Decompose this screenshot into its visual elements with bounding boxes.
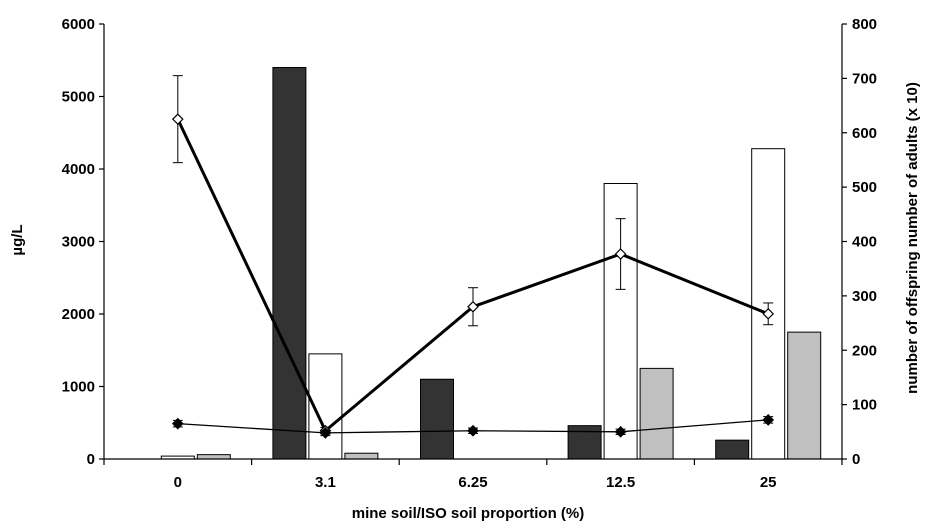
bar-series-3-12.5: [639, 367, 674, 460]
y2-tick-label-0: 0: [852, 451, 860, 468]
x-tick-label-25: 25: [760, 474, 777, 491]
point-series-2-12.5: [614, 425, 627, 438]
y2-tick-label-100: 100: [852, 397, 877, 414]
axes-layer: 0100020003000400050006000010020030040050…: [62, 16, 877, 491]
y2-tick-label-800: 800: [852, 16, 877, 33]
y-axis-title: µg/L: [9, 224, 26, 255]
y-tick-label-2000: 2000: [62, 306, 95, 323]
y-tick-label-0: 0: [87, 451, 95, 468]
lines-layer: [171, 75, 775, 439]
y2-tick-label-200: 200: [852, 342, 877, 359]
y2-tick-label-600: 600: [852, 125, 877, 142]
point-series-2-6.25: [467, 424, 479, 437]
point-series-1-6.25: [467, 300, 479, 313]
point-series-2-3.1: [319, 427, 332, 439]
y2-tick-label-700: 700: [852, 70, 877, 87]
point-series-2-0: [171, 417, 184, 430]
bar-series-1-12.5: [567, 425, 602, 460]
point-series-2-25: [762, 414, 775, 426]
y-tick-label-5000: 5000: [62, 89, 95, 106]
x-tick-label-12.5: 12.5: [606, 474, 635, 491]
y-tick-label-3000: 3000: [62, 234, 95, 251]
x-tick-label-6.25: 6.25: [458, 474, 487, 491]
bar-series-3-25: [787, 331, 822, 460]
y2-tick-label-500: 500: [852, 179, 877, 196]
y-tick-label-1000: 1000: [62, 379, 95, 396]
x-axis-title: mine soil/ISO soil proportion (%): [352, 505, 585, 522]
point-series-1-0: [171, 113, 184, 126]
y2-tick-label-300: 300: [852, 288, 877, 305]
x-tick-label-3.1: 3.1: [315, 474, 336, 491]
line-series-1: [176, 118, 769, 434]
point-series-1-12.5: [614, 248, 627, 260]
bar-series-1-6.25: [420, 378, 454, 460]
y2-tick-label-400: 400: [852, 234, 877, 251]
bars-layer: [160, 67, 822, 460]
y-tick-label-6000: 6000: [62, 16, 95, 33]
y-tick-label-4000: 4000: [62, 161, 95, 178]
bar-series-1-25: [715, 439, 750, 460]
bar-series-3-3.1: [344, 452, 379, 460]
point-series-1-25: [762, 307, 775, 320]
bar-series-3-0: [196, 454, 231, 460]
y2-axis-title: number of offspring number of adults (x …: [904, 82, 921, 394]
x-tick-label-0: 0: [174, 474, 182, 491]
bar-series-1-3.1: [272, 67, 307, 460]
